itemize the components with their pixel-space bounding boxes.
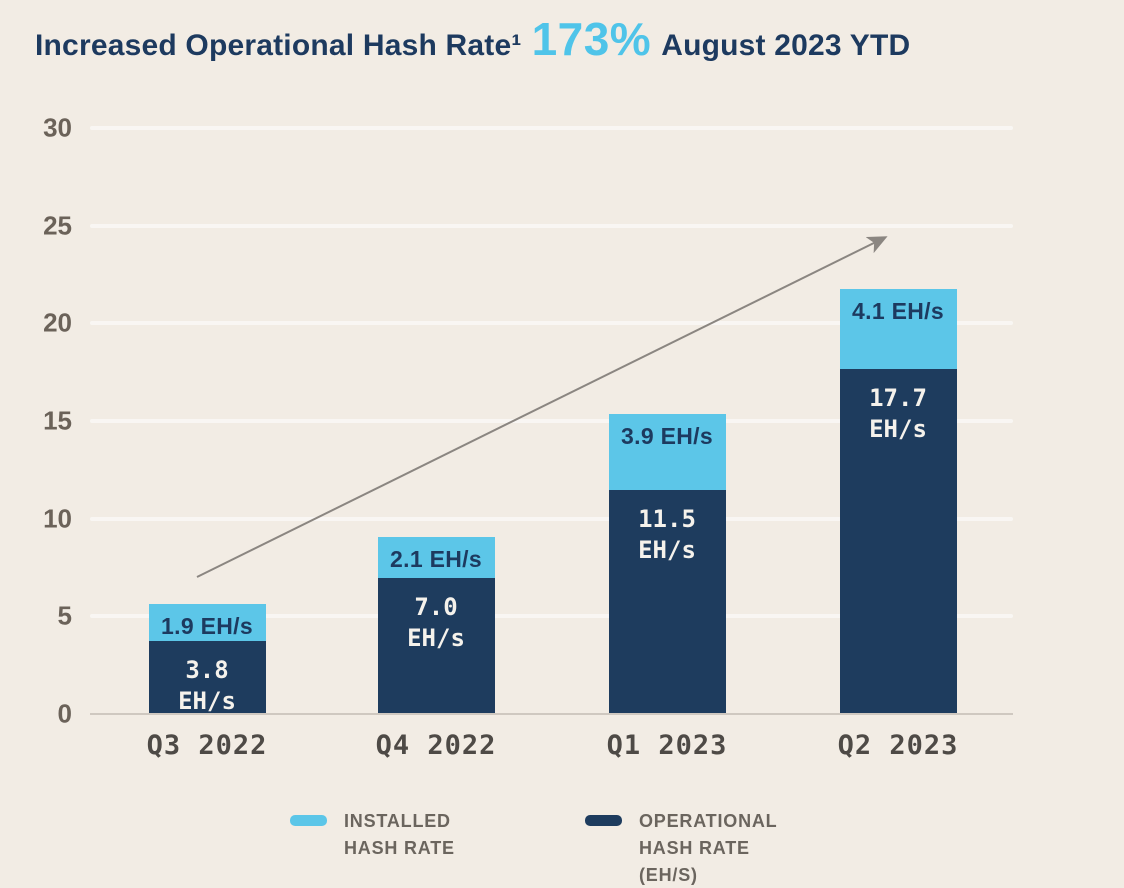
installed-value-label: 2.1 EH/s bbox=[390, 546, 482, 573]
operational-value-label: 3.8 EH/s bbox=[178, 655, 236, 715]
chart-title: Increased Operational Hash Rate¹ 173% Au… bbox=[35, 16, 910, 69]
operational-segment: 11.5 EH/s bbox=[608, 490, 726, 715]
installed-value-label: 4.1 EH/s bbox=[852, 298, 944, 325]
installed-value-label: 3.9 EH/s bbox=[621, 423, 713, 450]
y-axis-tick-label: 15 bbox=[43, 405, 72, 436]
x-axis-label: Q4 2022 bbox=[375, 730, 497, 761]
x-axis-label: Q2 2023 bbox=[837, 730, 959, 761]
operational-value-label: 17.7 EH/s bbox=[869, 384, 927, 444]
operational-segment: 3.8 EH/s bbox=[148, 640, 266, 715]
legend-swatch-installed bbox=[290, 815, 327, 826]
legend-label: INSTALLED HASH RATE bbox=[344, 811, 455, 858]
operational-segment: 7.0 EH/s bbox=[377, 578, 495, 715]
installed-segment: 1.9 EH/s bbox=[148, 603, 266, 641]
installed-value-label: 1.9 EH/s bbox=[161, 612, 253, 639]
title-highlight-percent: 173% bbox=[531, 13, 652, 65]
operational-segment: 17.7 EH/s bbox=[839, 369, 957, 715]
installed-segment: 3.9 EH/s bbox=[608, 414, 726, 491]
legend-swatch-operational bbox=[585, 815, 622, 826]
chart-title-suffix: August 2023 YTD bbox=[661, 29, 911, 62]
gridline bbox=[90, 126, 1013, 131]
legend-label: OPERATIONAL HASH RATE (EH/S) bbox=[639, 811, 778, 885]
y-axis-tick-label: 0 bbox=[57, 698, 72, 729]
installed-segment: 4.1 EH/s bbox=[839, 289, 957, 370]
chart-title-text: Increased Operational Hash Rate¹ bbox=[35, 29, 522, 62]
installed-segment: 2.1 EH/s bbox=[377, 537, 495, 579]
gridline bbox=[90, 223, 1013, 228]
y-axis-tick-label: 30 bbox=[43, 112, 72, 143]
y-axis-tick-label: 5 bbox=[57, 600, 72, 631]
x-axis-label: Q1 2023 bbox=[606, 730, 728, 761]
operational-value-label: 11.5 EH/s bbox=[638, 505, 696, 565]
y-axis-tick-label: 10 bbox=[43, 503, 72, 534]
y-axis-tick-label: 25 bbox=[43, 210, 72, 241]
operational-value-label: 7.0 EH/s bbox=[407, 593, 465, 653]
y-axis-tick-label: 20 bbox=[43, 307, 72, 338]
legend-item: OPERATIONAL HASH RATE (EH/S) bbox=[585, 808, 777, 888]
legend-item: INSTALLED HASH RATE bbox=[290, 808, 455, 862]
x-axis-line bbox=[90, 713, 1013, 715]
gridline bbox=[90, 614, 1013, 619]
x-axis-label: Q3 2022 bbox=[146, 730, 268, 761]
